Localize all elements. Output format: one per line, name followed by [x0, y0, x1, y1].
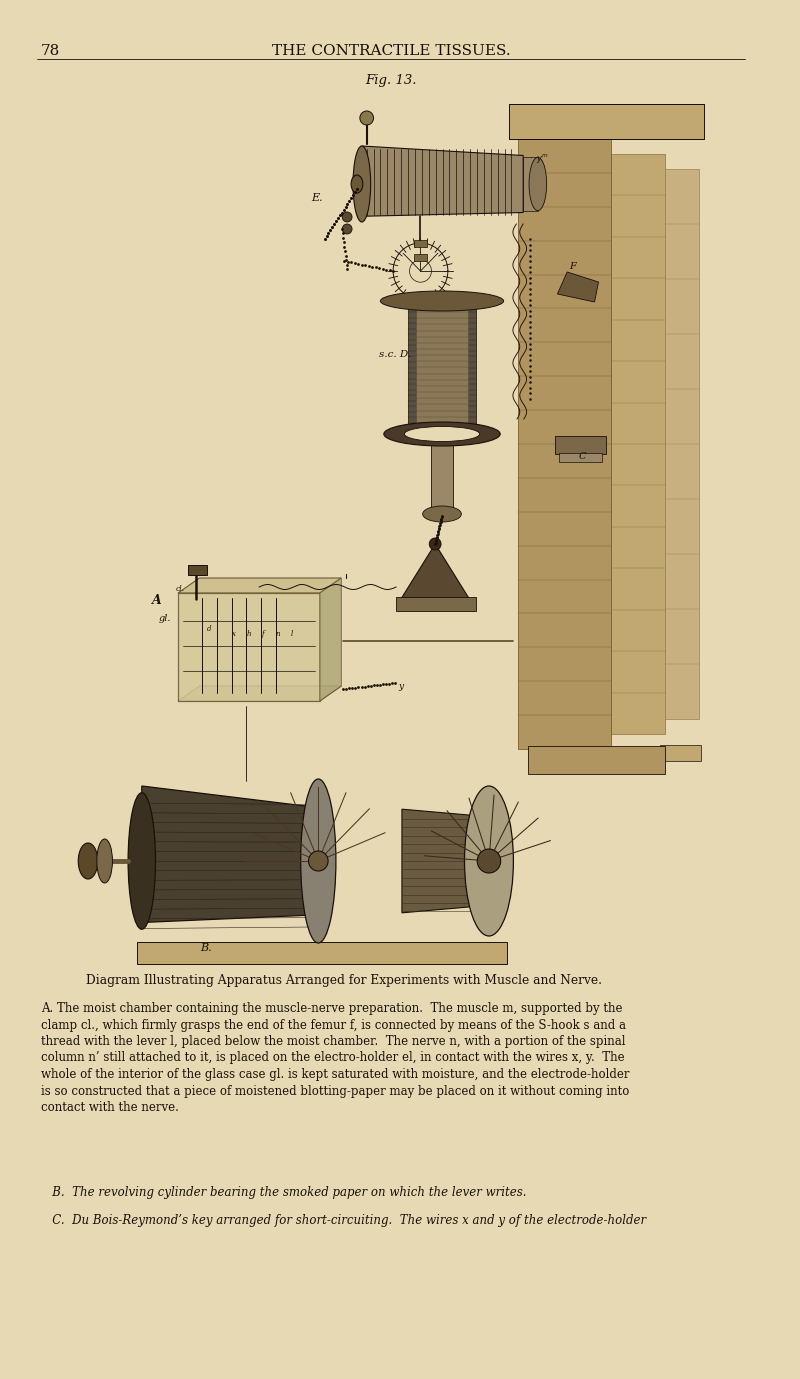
Bar: [414, 254, 427, 261]
Bar: [431, 434, 453, 514]
Text: B.: B.: [201, 943, 212, 953]
Ellipse shape: [529, 157, 546, 211]
Bar: [408, 301, 476, 434]
Polygon shape: [178, 593, 320, 701]
Ellipse shape: [430, 538, 441, 550]
Ellipse shape: [384, 422, 500, 445]
Text: f: f: [261, 630, 264, 638]
Text: C.  Du Bois-Reymond’s key arranged for short-circuiting.  The wires x and y of t: C. Du Bois-Reymond’s key arranged for sh…: [41, 1214, 646, 1227]
Ellipse shape: [128, 793, 155, 929]
Ellipse shape: [422, 506, 462, 523]
Text: C: C: [579, 452, 586, 461]
Text: A. The moist chamber containing the muscle-nerve preparation.  The muscle m, sup: A. The moist chamber containing the musc…: [41, 1003, 630, 1114]
Bar: [528, 746, 665, 774]
Text: d: d: [207, 625, 212, 633]
Bar: [416, 306, 469, 429]
Polygon shape: [402, 809, 484, 913]
Bar: [396, 597, 476, 611]
Bar: [559, 452, 602, 462]
Text: E.: E.: [311, 193, 322, 203]
Ellipse shape: [342, 212, 352, 222]
Ellipse shape: [342, 223, 352, 234]
Text: Diagram Illustrating Apparatus Arranged for Experiments with Muscle and Nerve.: Diagram Illustrating Apparatus Arranged …: [86, 974, 602, 987]
Bar: [509, 103, 704, 139]
Ellipse shape: [478, 849, 501, 873]
Polygon shape: [320, 578, 342, 701]
Bar: [611, 154, 665, 734]
Ellipse shape: [410, 259, 431, 283]
Text: s.c. D.: s.c. D.: [379, 350, 411, 359]
Text: x: x: [232, 630, 236, 638]
Text: B.  The revolving cylinder bearing the smoked paper on which the lever writes.: B. The revolving cylinder bearing the sm…: [41, 1186, 526, 1198]
Bar: [188, 565, 207, 575]
Text: THE CONTRACTILE TISSUES.: THE CONTRACTILE TISSUES.: [272, 44, 510, 58]
Polygon shape: [362, 146, 523, 217]
Ellipse shape: [351, 175, 363, 193]
Bar: [555, 436, 606, 454]
Ellipse shape: [97, 838, 113, 883]
Ellipse shape: [465, 786, 514, 936]
Ellipse shape: [353, 146, 370, 222]
Text: y: y: [398, 683, 403, 691]
Text: n: n: [276, 630, 280, 638]
Text: h: h: [246, 630, 251, 638]
Polygon shape: [401, 543, 470, 598]
Bar: [660, 745, 701, 761]
Polygon shape: [558, 272, 598, 302]
Text: A: A: [151, 594, 162, 607]
Ellipse shape: [309, 851, 328, 872]
Bar: [414, 240, 427, 247]
Polygon shape: [142, 786, 314, 923]
Bar: [518, 139, 611, 749]
Polygon shape: [178, 578, 342, 593]
Text: 78: 78: [41, 44, 60, 58]
Bar: [137, 942, 507, 964]
Text: l: l: [290, 630, 293, 638]
Bar: [665, 170, 699, 718]
Ellipse shape: [78, 843, 98, 878]
Ellipse shape: [404, 426, 480, 441]
Text: cl.: cl.: [176, 585, 185, 593]
Ellipse shape: [381, 291, 504, 312]
Ellipse shape: [360, 110, 374, 125]
Bar: [523, 157, 538, 211]
Text: Fig. 13.: Fig. 13.: [366, 74, 417, 87]
Polygon shape: [178, 685, 342, 701]
Text: F: F: [569, 262, 576, 272]
Text: gl.: gl.: [158, 614, 171, 623]
Text: $y^m$: $y^m$: [536, 152, 549, 165]
Ellipse shape: [301, 779, 336, 943]
